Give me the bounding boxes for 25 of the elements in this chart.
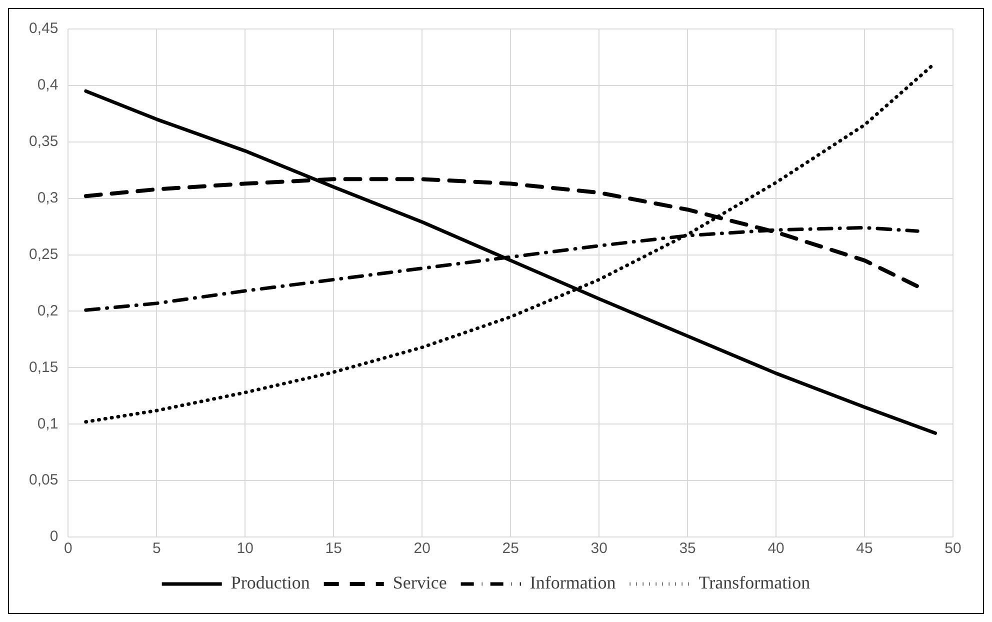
y-tick-label: 0,4 [37,76,58,94]
y-tick-label: 0,15 [28,358,58,376]
x-tick-label: 30 [590,540,608,558]
x-tick-label: 15 [325,540,342,558]
y-tick-label: 0 [50,528,58,546]
y-tick-label: 0,25 [28,246,58,263]
y-tick-label: 0,05 [28,472,58,489]
y-tick-label: 0,1 [37,415,58,432]
y-tick-label: 0,2 [37,302,58,320]
legend-label: Information [530,572,616,593]
x-tick-label: 10 [236,540,254,558]
x-tick-label: 50 [944,540,962,558]
x-tick-label: 0 [64,540,72,558]
x-tick-label: 25 [502,540,519,558]
legend-label: Transformation [698,572,810,593]
x-tick-label: 35 [679,540,696,558]
x-tick-label: 45 [856,540,873,558]
x-tick-label: 40 [768,540,784,558]
y-tick-label: 0,45 [28,20,58,38]
y-tick-label: 0,3 [37,189,58,206]
legend-label: Production [230,572,310,593]
y-tick-label: 0,35 [28,133,58,150]
x-tick-label: 5 [152,540,161,558]
x-tick-label: 20 [414,540,430,558]
legend-label: Service [392,572,447,593]
